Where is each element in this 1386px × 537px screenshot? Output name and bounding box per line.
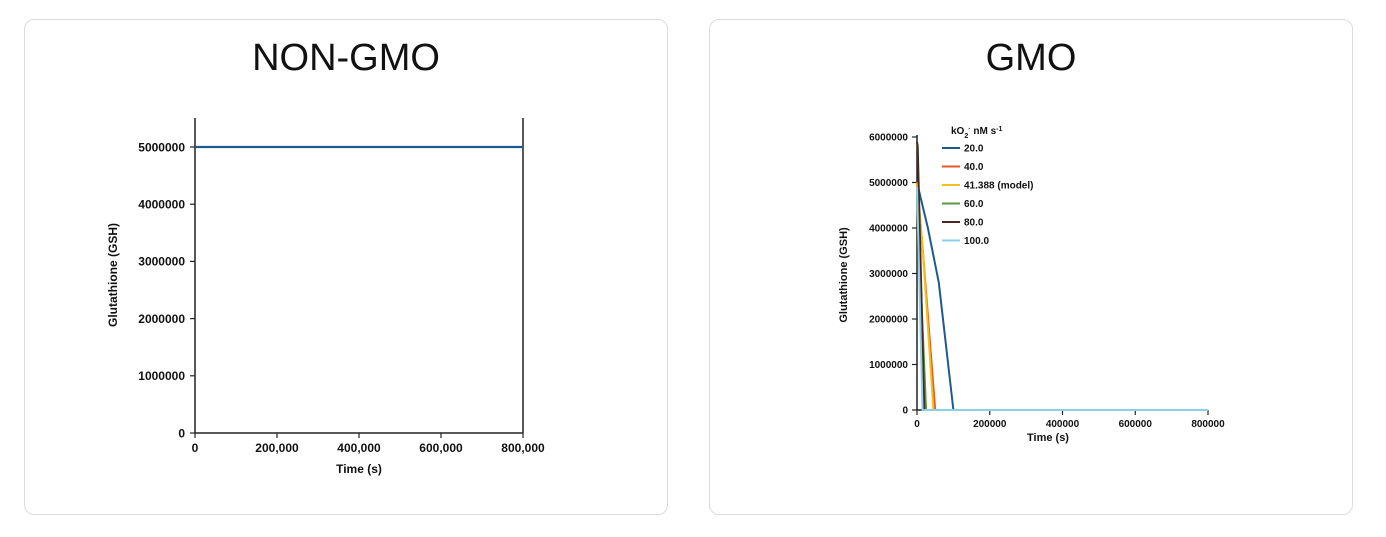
- legend-label: 40.0: [964, 162, 984, 173]
- x-axis-title: Time (s): [336, 462, 382, 476]
- y-tick-label: 2000000: [869, 315, 908, 326]
- legend-label: 80.0: [964, 218, 984, 229]
- y-tick-label: 4000000: [138, 198, 185, 212]
- y-tick-label: 1000000: [869, 360, 908, 371]
- legend-label: 60.0: [964, 199, 984, 210]
- y-axis-title: Glutathione (GSH): [106, 223, 120, 327]
- x-tick-label: 200000: [973, 419, 1007, 430]
- chart-card-non-gmo: NON-GMO 0 1000000 2000000 3000000 4000000 500…: [24, 19, 668, 515]
- y-tick-label: 3000000: [869, 269, 908, 280]
- y-tick-label: 0: [902, 406, 908, 417]
- x-tick-label: 400,000: [337, 441, 381, 455]
- chart-title: NON-GMO: [252, 37, 440, 79]
- y-tick-label: 0: [178, 426, 185, 440]
- x-tick-label: 800000: [1191, 419, 1225, 430]
- y-tick-label: 6000000: [869, 133, 908, 144]
- legend-title: kO2· nM s-1: [951, 126, 1002, 140]
- legend-label: 100.0: [964, 236, 989, 247]
- chart-title: GMO: [985, 37, 1077, 79]
- x-tick-label: 600,000: [419, 441, 463, 455]
- series-line: [916, 182, 1208, 411]
- x-tick-label: 400000: [1046, 419, 1080, 430]
- x-tick-label: 0: [914, 419, 920, 430]
- x-tick-label: 0: [192, 441, 199, 455]
- line-chart-non-gmo: 0 1000000 2000000 3000000 4000000 5000000 0 200…: [106, 118, 545, 476]
- series-line: [916, 182, 1208, 411]
- y-tick-label: 5000000: [138, 140, 185, 154]
- x-tick-label: 800,000: [501, 441, 545, 455]
- legend-label: 41.388 (model): [964, 181, 1033, 192]
- y-tick-label: 2000000: [138, 312, 185, 326]
- x-tick-label: 600000: [1119, 419, 1153, 430]
- x-axis-title: Time (s): [1027, 432, 1069, 444]
- series-line: [916, 141, 1208, 411]
- y-tick-label: 4000000: [869, 224, 908, 235]
- y-tick-label: 5000000: [869, 178, 908, 189]
- series-line: [916, 196, 1208, 411]
- y-tick-label: 1000000: [138, 369, 185, 383]
- legend-label: 20.0: [964, 144, 984, 155]
- x-tick-label: 200,000: [255, 441, 299, 455]
- y-tick-label: 3000000: [138, 255, 185, 269]
- chart-card-gmo: GMO 0 1000000 2000000 3000000 4000000 5000000…: [709, 19, 1353, 515]
- series-line: [916, 187, 1208, 411]
- y-axis-title: Glutathione (GSH): [838, 227, 850, 323]
- series-line: [916, 182, 1208, 411]
- line-chart-gmo: 0100000020000003000000400000050000006000…: [838, 126, 1225, 445]
